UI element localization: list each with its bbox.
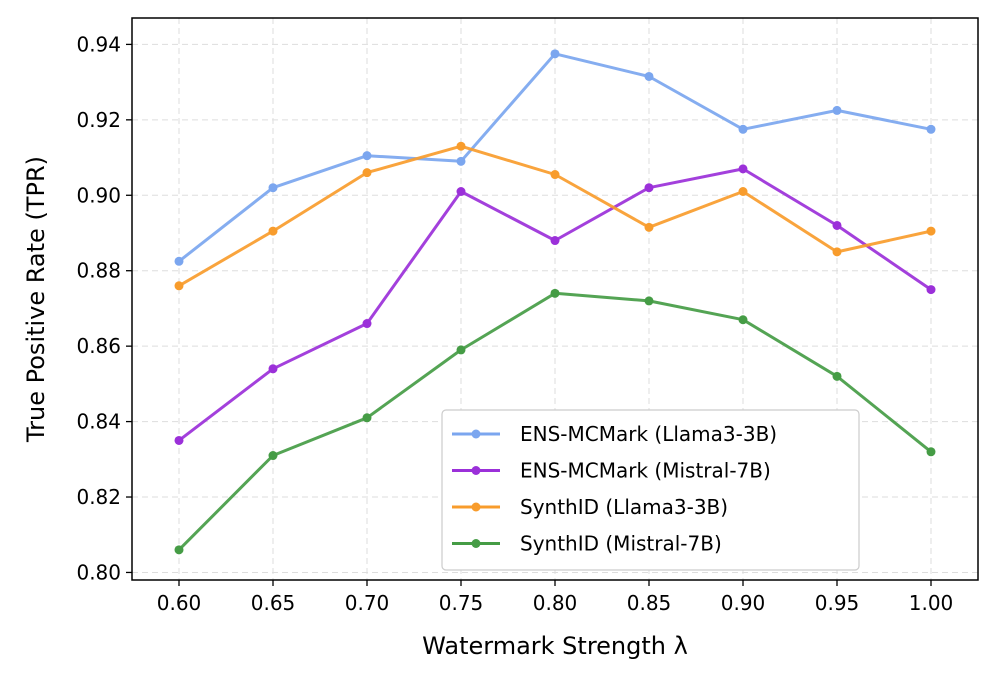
data-point [268,451,278,461]
data-point [362,413,372,423]
data-point [832,247,842,257]
legend-swatch-marker [471,466,481,475]
data-point [174,435,184,445]
data-point [268,226,278,236]
y-tick-label: 0.80 [76,560,121,584]
data-point [456,156,466,166]
x-axis-label: Watermark Strength λ [422,632,688,660]
y-tick-label: 0.84 [76,410,121,434]
data-point [832,105,842,115]
y-tick-label: 0.92 [76,108,121,132]
data-point [456,141,466,151]
data-point [644,71,654,81]
legend-item: SynthID (Mistral-7B) [452,532,722,556]
data-point [550,170,560,180]
data-point [174,545,184,555]
x-tick-label: 1.00 [909,591,954,615]
y-tick-label: 0.88 [76,259,121,283]
data-point [926,124,936,134]
data-point [832,220,842,230]
legend-label: ENS-MCMark (Llama3-3B) [520,422,777,446]
legend-swatch-marker [471,429,481,439]
x-tick-label: 0.85 [627,591,672,615]
data-point [362,319,372,329]
legend-label: SynthID (Mistral-7B) [520,532,722,556]
data-point [738,124,748,134]
data-point [550,49,560,59]
data-point [174,256,184,266]
data-point [832,371,842,381]
series-2 [174,164,936,445]
data-point [738,164,748,174]
y-tick-label: 0.86 [76,334,121,358]
legend-item: SynthID (Llama3-3B) [452,495,728,519]
data-point [362,168,372,178]
x-tick-label: 0.75 [439,591,484,615]
data-point [644,296,654,306]
legend-swatch-marker [471,502,481,512]
data-point [738,315,748,325]
series-1 [174,49,936,266]
data-point [268,364,278,374]
data-point [268,183,278,193]
data-point [456,187,466,197]
series-lines [174,49,936,555]
legend-label: ENS-MCMark (Mistral-7B) [520,459,771,483]
data-point [550,288,560,298]
legend: ENS-MCMark (Llama3-3B) ENS-MCMark (Mistra… [441,409,860,571]
data-point [644,222,654,232]
data-point [174,281,184,291]
data-point [926,447,936,457]
axis-ticks: 0.60 0.65 0.70 0.75 0.80 0.85 0.90 0.95 1.00 0.80… [76,32,953,615]
x-tick-label: 0.90 [721,591,766,615]
series-3 [174,141,936,291]
y-tick-label: 0.94 [76,32,121,56]
x-tick-label: 0.60 [157,591,202,615]
data-point [644,183,654,193]
data-point [738,187,748,197]
data-point [926,285,936,295]
series-4 [174,288,936,555]
data-point [362,151,372,161]
legend-item: ENS-MCMark (Mistral-7B) [452,459,771,483]
y-tick-label: 0.82 [76,485,121,509]
x-tick-label: 0.65 [251,591,296,615]
legend-item: ENS-MCMark (Llama3-3B) [452,422,777,446]
x-tick-label: 0.70 [345,591,390,615]
y-axis-label: True Positive Rate (TPR) [22,156,50,443]
grid [132,18,978,580]
x-tick-label: 0.80 [533,591,578,615]
legend-box [441,409,860,571]
data-point [550,236,560,246]
legend-swatch-marker [471,539,481,548]
legend-label: SynthID (Llama3-3B) [520,495,728,519]
y-tick-label: 0.90 [76,183,121,207]
data-point [456,345,466,355]
x-tick-label: 0.95 [815,591,860,615]
data-point [926,226,936,236]
series-line [178,144,932,288]
